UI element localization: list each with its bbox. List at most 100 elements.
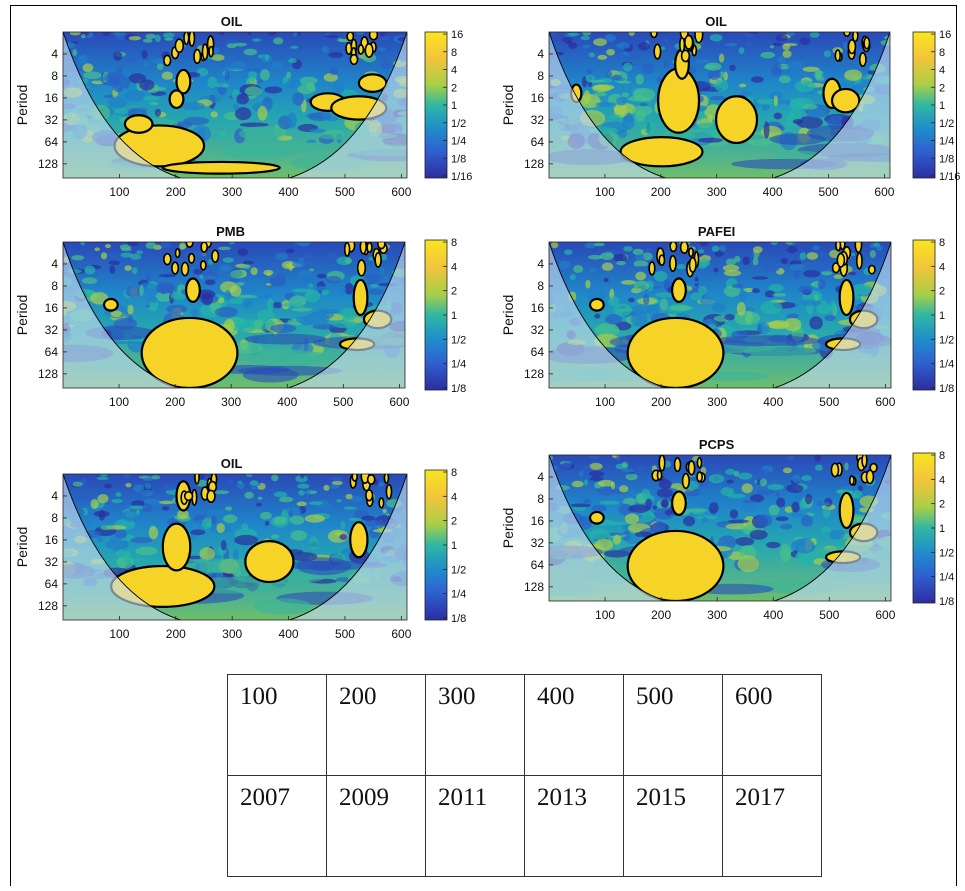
y-tick-label: 64 [45, 577, 59, 591]
x-tick-label: 400 [277, 395, 297, 409]
y-tick-label: 128 [524, 580, 544, 594]
plot-border [548, 454, 892, 602]
colorbar-tick-label: 4 [451, 65, 457, 77]
colorbar-tick-label: 1 [939, 310, 945, 322]
colorbar-tick-label: 8 [939, 47, 945, 59]
x-tick-label: 100 [109, 185, 129, 199]
colorbar-tick-label: 16 [939, 29, 951, 41]
x-tick-label: 600 [874, 185, 894, 199]
wavelet-plot-3: PMB Period 4 8 16 32 64 128 100 200 300 400 500 600 8 4… [14, 224, 466, 409]
colorbar-tick-label: 4 [939, 261, 945, 273]
cone-of-influence-line [549, 32, 890, 178]
colorbar-tick-label: 1/2 [939, 118, 954, 130]
colorbar-tick-label: 1/4 [939, 572, 954, 584]
y-tick-label: 32 [531, 323, 545, 337]
table-cell: 2015 [623, 775, 723, 877]
significance-contour [671, 277, 687, 303]
colorbar-tick-label: 8 [939, 237, 945, 249]
cone-of-influence-line [549, 242, 891, 388]
colorbar-tick-label: 4 [939, 474, 945, 486]
x-tick-label: 200 [651, 395, 671, 409]
y-tick-label: 128 [38, 367, 58, 381]
wavelet-power-field [549, 242, 891, 388]
colorbar-tick-label: 1 [451, 540, 457, 552]
colorbar-tick-label: 1/2 [939, 334, 954, 346]
y-tick-label: 16 [531, 301, 545, 315]
x-tick-label: 300 [707, 608, 727, 622]
x-tick-label: 200 [651, 185, 671, 199]
table-cell: 400 [524, 674, 624, 776]
colorbar-tick-label: 1 [939, 523, 945, 535]
wavelet-power-field [549, 32, 890, 178]
plot-border [62, 241, 406, 389]
plot-border [62, 31, 408, 179]
y-axis-label: Period [14, 295, 30, 335]
significance-contour [714, 95, 759, 145]
colorbar-tick-label: 8 [939, 450, 945, 462]
y-axis-label: Period [14, 527, 30, 567]
y-tick-label: 64 [45, 345, 59, 359]
colorbar-tick-label: 1/2 [451, 118, 466, 130]
cone-of-influence-line [549, 455, 891, 601]
significance-contour [349, 521, 369, 559]
significance-contour [168, 89, 185, 110]
wavelet-power-field [63, 474, 407, 620]
colorbar-tick-label: 1 [451, 310, 457, 322]
table-cell: 2011 [425, 775, 525, 877]
x-tick-label: 600 [391, 185, 411, 199]
frame-left-border [10, 5, 11, 886]
y-tick-label: 128 [524, 367, 544, 381]
x-tick-label: 500 [819, 608, 839, 622]
x-tick-label: 400 [279, 185, 299, 199]
x-tick-label: 300 [707, 395, 727, 409]
colorbar-tick-label: 1/4 [939, 359, 954, 371]
y-tick-label: 4 [537, 257, 544, 271]
colorbar-tick-label: 2 [939, 82, 945, 94]
cone-of-influence-shade [549, 32, 890, 178]
colorbar-tick-label: 8 [451, 467, 457, 479]
y-tick-label: 128 [38, 599, 58, 613]
panel-title: OIL [221, 14, 243, 29]
colorbar-tick-label: 1/4 [451, 136, 466, 148]
y-axis-label: Period [500, 295, 516, 335]
colorbar-tick-label: 2 [939, 286, 945, 298]
significance-contour [588, 297, 605, 312]
y-tick-label: 64 [531, 558, 545, 572]
x-tick-label: 500 [335, 627, 355, 641]
y-tick-label: 4 [537, 470, 544, 484]
table-cell: 2013 [524, 775, 624, 877]
x-tick-label: 500 [818, 185, 838, 199]
x-tick-label: 500 [819, 395, 839, 409]
y-tick-label: 4 [537, 47, 544, 61]
significance-contour [588, 510, 605, 525]
table-cell: 200 [326, 674, 426, 776]
wavelet-plot-6: PCPS Period 4 8 16 32 64 128 100 200 300 400 500 600 8… [500, 437, 954, 622]
y-tick-label: 64 [45, 135, 59, 149]
y-tick-label: 16 [531, 91, 545, 105]
frame-right-border [956, 5, 957, 886]
colorbar-tick-label: 1 [451, 100, 457, 112]
x-tick-label: 100 [109, 395, 129, 409]
table-cell: 2017 [722, 775, 822, 877]
significance-contour [838, 278, 855, 317]
plot-border [62, 473, 408, 621]
cone-of-influence-shade [549, 455, 891, 601]
colorbar-tick-label: 2 [939, 499, 945, 511]
x-tick-label: 100 [109, 627, 129, 641]
wavelet-power-field [63, 242, 405, 388]
y-axis-label: Period [14, 85, 30, 125]
table-cell: 600 [722, 674, 822, 776]
significance-contour [123, 114, 154, 134]
cone-of-influence-shade [63, 474, 407, 620]
significance-contour [244, 540, 295, 584]
cone-of-influence-line [63, 242, 405, 388]
table-row-index: 100 200 300 400 500 600 [227, 674, 822, 776]
colorbar-tick-label: 1/8 [451, 383, 466, 395]
significance-contour [352, 278, 369, 317]
x-tick-label: 500 [335, 185, 355, 199]
x-tick-label: 300 [222, 627, 242, 641]
y-tick-label: 64 [531, 135, 545, 149]
colorbar-tick-label: 1 [939, 100, 945, 112]
y-tick-label: 16 [531, 514, 545, 528]
